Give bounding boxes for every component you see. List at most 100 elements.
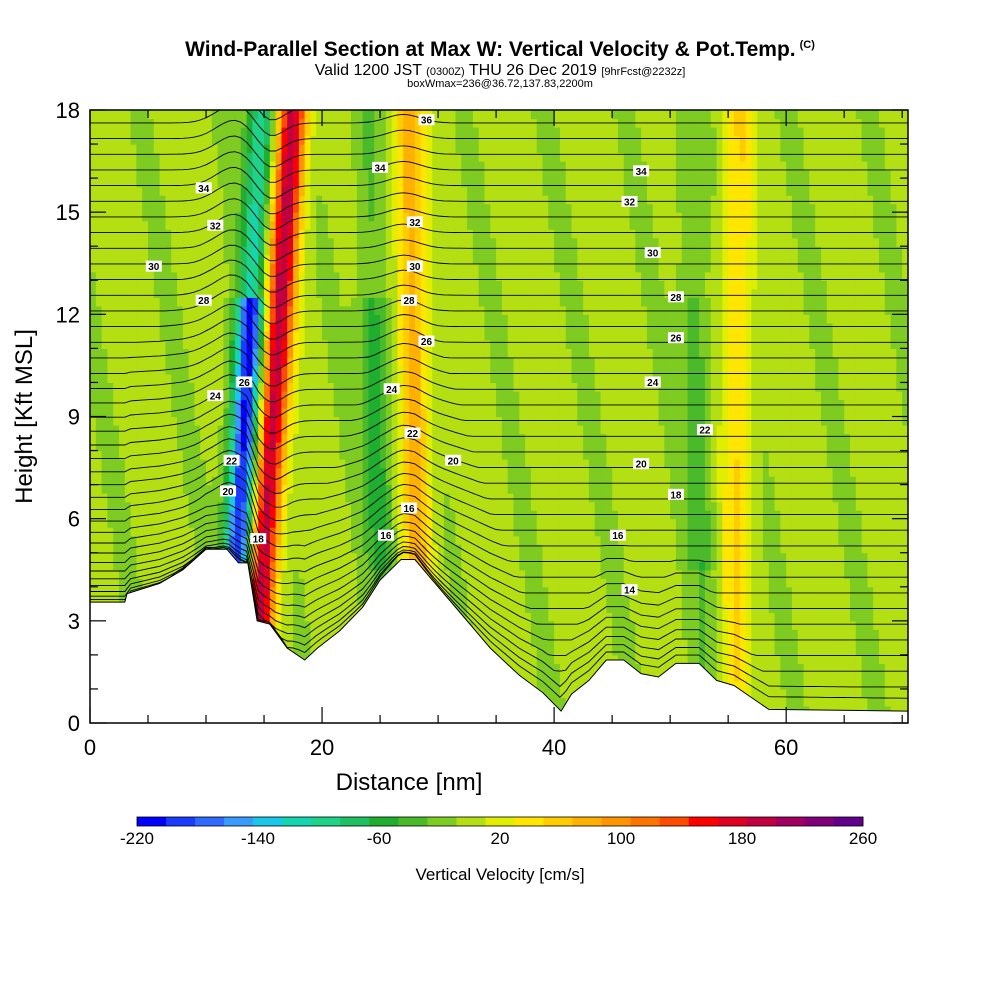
velocity-cell [101,229,108,239]
velocity-cell [200,339,207,349]
velocity-cell [380,450,387,460]
velocity-cell [432,450,439,460]
velocity-cell [188,305,196,315]
velocity-cell [310,595,317,605]
velocity-cell [374,220,381,230]
velocity-cell [281,365,288,375]
velocity-cell [148,407,155,418]
velocity-cell [200,135,207,145]
velocity-cell [148,144,155,154]
velocity-cell [223,110,230,120]
velocity-cell [136,578,143,588]
velocity-cell [322,305,329,315]
velocity-cell [171,110,178,120]
velocity-cell [287,595,294,605]
velocity-cell [385,467,393,477]
velocity-cell [165,246,172,256]
velocity-cell [298,373,306,384]
velocity-cell [484,348,491,358]
velocity-cell [467,373,474,384]
velocity-cell [287,450,294,460]
velocity-cell [455,348,462,358]
velocity-cell [194,518,201,528]
velocity-cell [148,501,155,511]
velocity-cell [420,263,428,273]
velocity-cell [171,484,178,494]
velocity-cell [130,501,138,511]
velocity-cell [432,229,439,239]
velocity-cell [351,459,358,469]
velocity-cell [153,314,161,324]
velocity-cell [322,246,329,256]
velocity-cell [124,348,132,358]
velocity-cell [385,416,393,426]
velocity-cell [443,365,451,375]
velocity-cell [472,127,480,137]
velocity-cell [107,510,114,520]
velocity-cell [119,322,126,332]
velocity-cell [362,339,370,349]
velocity-cell [264,127,271,137]
velocity-cell [153,569,161,579]
velocity-cell [472,373,480,384]
velocity-cell [438,314,445,324]
velocity-cell [380,220,387,230]
velocity-cell [182,433,190,443]
velocity-cell [142,144,149,154]
velocity-cell [339,246,346,256]
velocity-cell [345,314,352,324]
velocity-cell [333,186,341,196]
velocity-cell [177,322,184,332]
velocity-cell [211,195,219,205]
velocity-cell [240,178,248,188]
velocity-cell [258,552,265,562]
velocity-cell [136,356,143,367]
velocity-cell [119,144,126,154]
velocity-cell [246,220,254,230]
velocity-cell [351,578,358,588]
velocity-cell [136,484,143,494]
velocity-cell [258,373,265,384]
velocity-cell [246,339,254,349]
velocity-cell [409,254,416,264]
velocity-cell [287,322,294,332]
velocity-cell [327,203,335,213]
velocity-cell [246,271,254,281]
velocity-cell [420,280,428,290]
velocity-cell [194,110,201,120]
velocity-cell [153,510,161,520]
velocity-cell [414,544,422,554]
velocity-cell [333,161,341,171]
velocity-cell [177,407,184,418]
velocity-cell [229,407,236,418]
velocity-cell [229,169,236,179]
velocity-cell [90,322,97,332]
velocity-cell [449,127,457,137]
velocity-cell [252,586,259,596]
velocity-cell [385,390,393,401]
velocity-cell [316,161,323,171]
velocity-cell [391,467,399,477]
velocity-cell [281,322,288,332]
velocity-cell [298,331,306,341]
velocity-cell [316,110,323,120]
velocity-cell [136,433,143,443]
velocity-cell [455,144,462,154]
velocity-cell [310,382,317,392]
velocity-cell [130,203,138,213]
velocity-cell [240,407,248,418]
velocity-cell [159,561,167,571]
velocity-cell [293,425,300,435]
velocity-cell [293,263,300,273]
velocity-cell [484,288,491,298]
velocity-cell [362,254,370,264]
velocity-cell [119,339,126,349]
velocity-cell [327,348,335,358]
velocity-cell [351,425,358,435]
velocity-cell [339,110,346,120]
velocity-cell [426,501,433,511]
velocity-cell [449,416,457,426]
velocity-cell [229,118,236,128]
velocity-cell [304,288,312,298]
